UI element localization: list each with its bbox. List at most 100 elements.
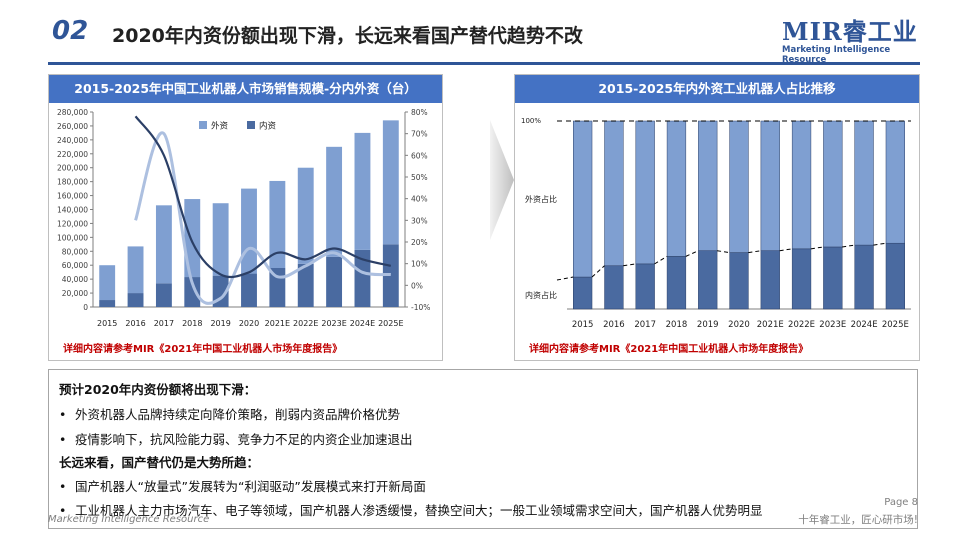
share-connector-line <box>717 251 730 253</box>
bullet-dot-icon: • <box>59 407 75 422</box>
left-stacked-bar-chart: 0 20,000 40,000 60,000 80,000 100,000 120,000 1… <box>49 75 442 360</box>
bullet-item: • 外资机器人品牌持续定向降价策略，削弱内资品牌价格优势 <box>59 404 400 423</box>
x-tick-label: 2021E <box>757 320 784 330</box>
x-tick-label: 2015 <box>97 319 117 328</box>
bar-foreign <box>326 147 342 257</box>
y-tick-label: 200,000 <box>57 164 88 173</box>
section-number: 02 <box>52 16 88 46</box>
y2-tick-label: 30% <box>411 216 428 225</box>
y-tick-label: 140,000 <box>57 206 88 215</box>
y2-tick-label: 0% <box>411 281 423 290</box>
foreign-growth-line <box>136 133 391 304</box>
y-tick-label: 40,000 <box>62 275 88 284</box>
y-tick-label: 60,000 <box>62 261 88 270</box>
outer-share-label: 外资占比 <box>525 194 557 204</box>
x-tick-label: 2017 <box>634 320 656 330</box>
logo-main-text: MIR睿工业 <box>782 12 922 47</box>
bar-foreign <box>241 189 257 274</box>
bar-foreign-share <box>636 121 655 264</box>
bullet-item: • 疫情影响下，抗风险能力弱、竞争力不足的内资企业加速退出 <box>59 429 413 448</box>
y-tick-label: 80,000 <box>62 247 88 256</box>
x-tick-label: 2023E <box>819 320 846 330</box>
share-connector-line <box>748 251 761 253</box>
share-connector-line <box>623 264 636 266</box>
x-tick-label: 2022E <box>788 320 815 330</box>
bullet-heading-1: 预计2020年内资份额将出现下滑： <box>59 379 256 398</box>
x-tick-label: 2025E <box>882 320 909 330</box>
y2-tick-label: 80% <box>411 108 428 117</box>
bar-domestic-share <box>855 245 874 309</box>
bar-domestic <box>241 274 257 307</box>
y-tick-label: 240,000 <box>57 136 88 145</box>
share-connector-line <box>655 256 668 264</box>
bar-domestic-share <box>667 256 686 309</box>
y-tick-label: 220,000 <box>57 150 88 159</box>
x-tick-label: 2017 <box>154 319 174 328</box>
bar-foreign-share <box>792 121 811 249</box>
x-tick-label: 2018 <box>182 319 202 328</box>
legend-label-domestic: 内资 <box>259 121 277 132</box>
y2-tick-label: 60% <box>411 151 428 160</box>
x-tick-label: 2016 <box>125 319 145 328</box>
mir-logo: MIR睿工业 Marketing Intelligence Resource <box>782 12 922 58</box>
bar-domestic-share <box>823 247 842 309</box>
bar-domestic-share <box>792 249 811 309</box>
bar-domestic-share <box>761 251 780 309</box>
bar-foreign <box>99 265 115 300</box>
y2-tick-label: 10% <box>411 260 428 269</box>
bullet-heading-2: 长远来看，国产替代仍是大势所趋： <box>59 452 259 471</box>
transition-arrow-icon <box>488 118 516 242</box>
bullet-text: 外资机器人品牌持续定向降价策略，削弱内资品牌价格优势 <box>75 407 400 422</box>
bar-foreign-share <box>698 121 717 251</box>
y2-tick-label: 50% <box>411 173 428 182</box>
inner-share-label: 内资占比 <box>525 290 557 300</box>
share-connector-line <box>873 243 886 245</box>
bar-domestic <box>156 283 172 307</box>
domestic-growth-line <box>136 116 391 277</box>
y2-tick-label: 40% <box>411 195 428 204</box>
x-tick-label: 2019 <box>697 320 719 330</box>
left-chart-note: 详细内容请参考MIR《2021年中国工业机器人市场年度报告》 <box>63 340 342 355</box>
bar-foreign <box>383 120 399 244</box>
bullet-dot-icon: • <box>59 432 75 447</box>
bullet-dot-icon: • <box>59 479 75 494</box>
page-number: Page 8 <box>884 497 918 508</box>
footer-left-text: Marketing Intelligence Resource <box>48 514 209 525</box>
x-tick-label: 2015 <box>572 320 594 330</box>
summary-box: 预计2020年内资份额将出现下滑： • 外资机器人品牌持续定向降价策略，削弱内资品… <box>48 369 918 529</box>
x-tick-label: 2019 <box>210 319 230 328</box>
bar-foreign <box>156 205 172 283</box>
x-tick-label: 2024E <box>350 319 375 328</box>
top-percent-label: 100% <box>521 117 541 125</box>
footer-slogan: 十年睿工业，匠心研市场! <box>798 512 918 527</box>
bar-foreign-share <box>667 121 686 256</box>
bar-domestic-share <box>886 243 905 309</box>
legend-swatch-domestic <box>247 121 255 129</box>
bullet-item: • 国产机器人“放量式”发展转为“利润驱动”发展模式来打开新局面 <box>59 476 426 495</box>
y2-tick-label: -10% <box>411 303 430 312</box>
x-tick-label: 2025E <box>378 319 403 328</box>
bar-domestic <box>326 257 342 307</box>
y-tick-label: 100,000 <box>57 233 88 242</box>
bar-foreign <box>128 246 144 293</box>
y-tick-label: 180,000 <box>57 178 88 187</box>
bar-foreign-share <box>855 121 874 245</box>
bar-foreign-share <box>823 121 842 247</box>
bar-foreign <box>213 203 229 275</box>
page-title: 2020年内资份额出现下滑，长远来看国产替代趋势不改 <box>112 21 583 48</box>
share-connector-line <box>780 249 793 251</box>
bar-domestic-share <box>730 253 749 309</box>
bar-domestic <box>99 300 115 307</box>
bar-foreign-share <box>761 121 780 251</box>
x-tick-label: 2020 <box>239 319 259 328</box>
share-connector-line <box>557 277 573 280</box>
y-tick-label: 20,000 <box>62 289 88 298</box>
bar-domestic <box>128 293 144 307</box>
bar-domestic-share <box>573 277 592 309</box>
y-tick-label: 280,000 <box>57 108 88 117</box>
share-connector-line <box>686 251 699 257</box>
legend-label-foreign: 外资 <box>211 121 229 132</box>
share-connector-line <box>842 245 855 247</box>
header-divider <box>48 62 920 65</box>
